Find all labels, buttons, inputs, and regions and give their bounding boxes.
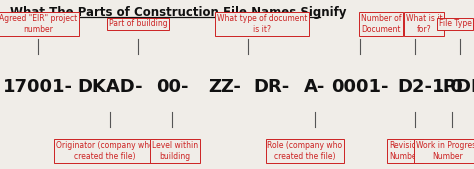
Text: ZZ-: ZZ- (209, 78, 241, 96)
Text: 0001-: 0001- (331, 78, 389, 96)
Text: 1.0: 1.0 (432, 78, 464, 96)
Text: Work in Progress
Number: Work in Progress Number (416, 141, 474, 161)
Text: 17001-: 17001- (3, 78, 73, 96)
Text: File Type: File Type (438, 19, 472, 29)
Text: Originator (company who
created the file): Originator (company who created the file… (56, 141, 154, 161)
Text: What type of document
is it?: What type of document is it? (217, 14, 307, 34)
Text: .PDF: .PDF (437, 78, 474, 96)
Text: What is it
for?: What is it for? (406, 14, 442, 34)
Text: Number of
Document: Number of Document (361, 14, 401, 34)
Text: Level within
building: Level within building (152, 141, 198, 161)
Text: D2-: D2- (398, 78, 432, 96)
Text: Revision
Number: Revision Number (389, 141, 421, 161)
Text: Role (company who
created the file): Role (company who created the file) (267, 141, 343, 161)
Text: A-: A- (304, 78, 326, 96)
Text: Agreed "EIR" project
number: Agreed "EIR" project number (0, 14, 77, 34)
Text: DKAD-: DKAD- (77, 78, 143, 96)
Text: 00-: 00- (156, 78, 188, 96)
Text: What The Parts of Construction File Names Signify: What The Parts of Construction File Name… (10, 6, 346, 19)
Text: DR-: DR- (254, 78, 290, 96)
Text: Part of building: Part of building (109, 19, 167, 29)
